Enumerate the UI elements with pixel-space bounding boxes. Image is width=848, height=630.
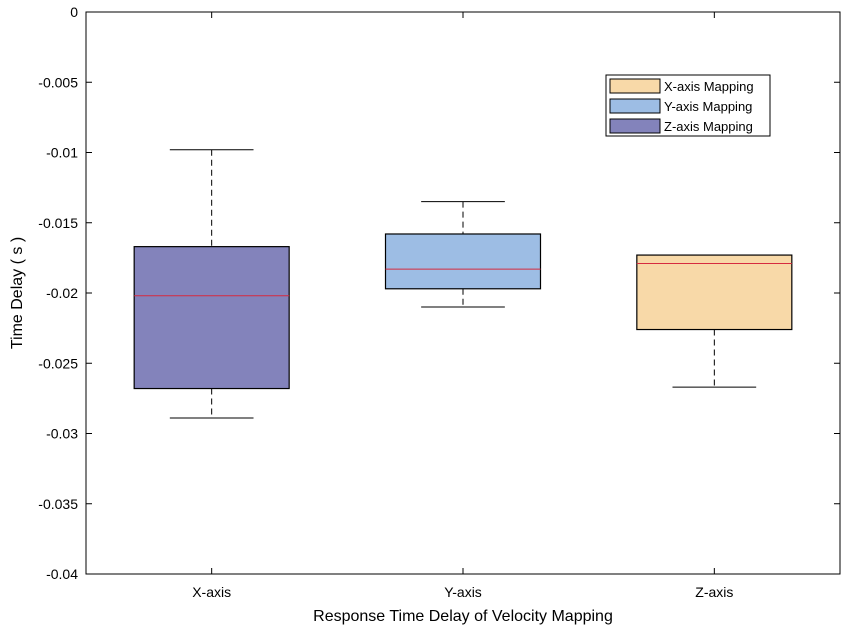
legend-label: Z-axis Mapping [664, 119, 753, 134]
box-iqr [133, 246, 290, 390]
x-axis-title: Response Time Delay of Velocity Mapping [313, 608, 613, 625]
x-tick-label: Z-axis [695, 584, 733, 600]
y-tick-label: -0.02 [46, 285, 78, 301]
legend-label: Y-axis Mapping [664, 99, 752, 114]
x-tick-label: Y-axis [444, 584, 482, 600]
y-tick-label: -0.035 [38, 496, 78, 512]
box-iqr [636, 254, 793, 331]
legend: X-axis Mapping Y-axis Mapping Z-axis Mappi… [605, 74, 771, 137]
x-tick-label: X-axis [192, 584, 231, 600]
box-group-z-axis [636, 254, 793, 388]
tick-layer: 0 -0.005 -0.01 -0.015 -0.02 -0.025 -0.03 -0.035… [38, 4, 840, 600]
legend-swatch [609, 98, 661, 114]
y-tick-label: 0 [70, 4, 78, 20]
y-tick-label: -0.005 [38, 74, 78, 90]
box-iqr [384, 233, 542, 290]
y-tick-label: -0.015 [38, 215, 78, 231]
y-axis-title: Time Delay ( s ) [9, 237, 26, 349]
legend-label: X-axis Mapping [664, 79, 754, 94]
y-tick-label: -0.04 [46, 566, 78, 582]
legend-swatch [609, 78, 661, 94]
y-tick-label: -0.01 [46, 145, 78, 161]
box-group-x-axis [133, 149, 290, 419]
plot-layer [133, 149, 793, 419]
y-tick-label: -0.025 [38, 355, 78, 371]
box-group-y-axis [384, 201, 542, 308]
y-tick-label: -0.03 [46, 426, 78, 442]
legend-swatch [609, 118, 661, 134]
